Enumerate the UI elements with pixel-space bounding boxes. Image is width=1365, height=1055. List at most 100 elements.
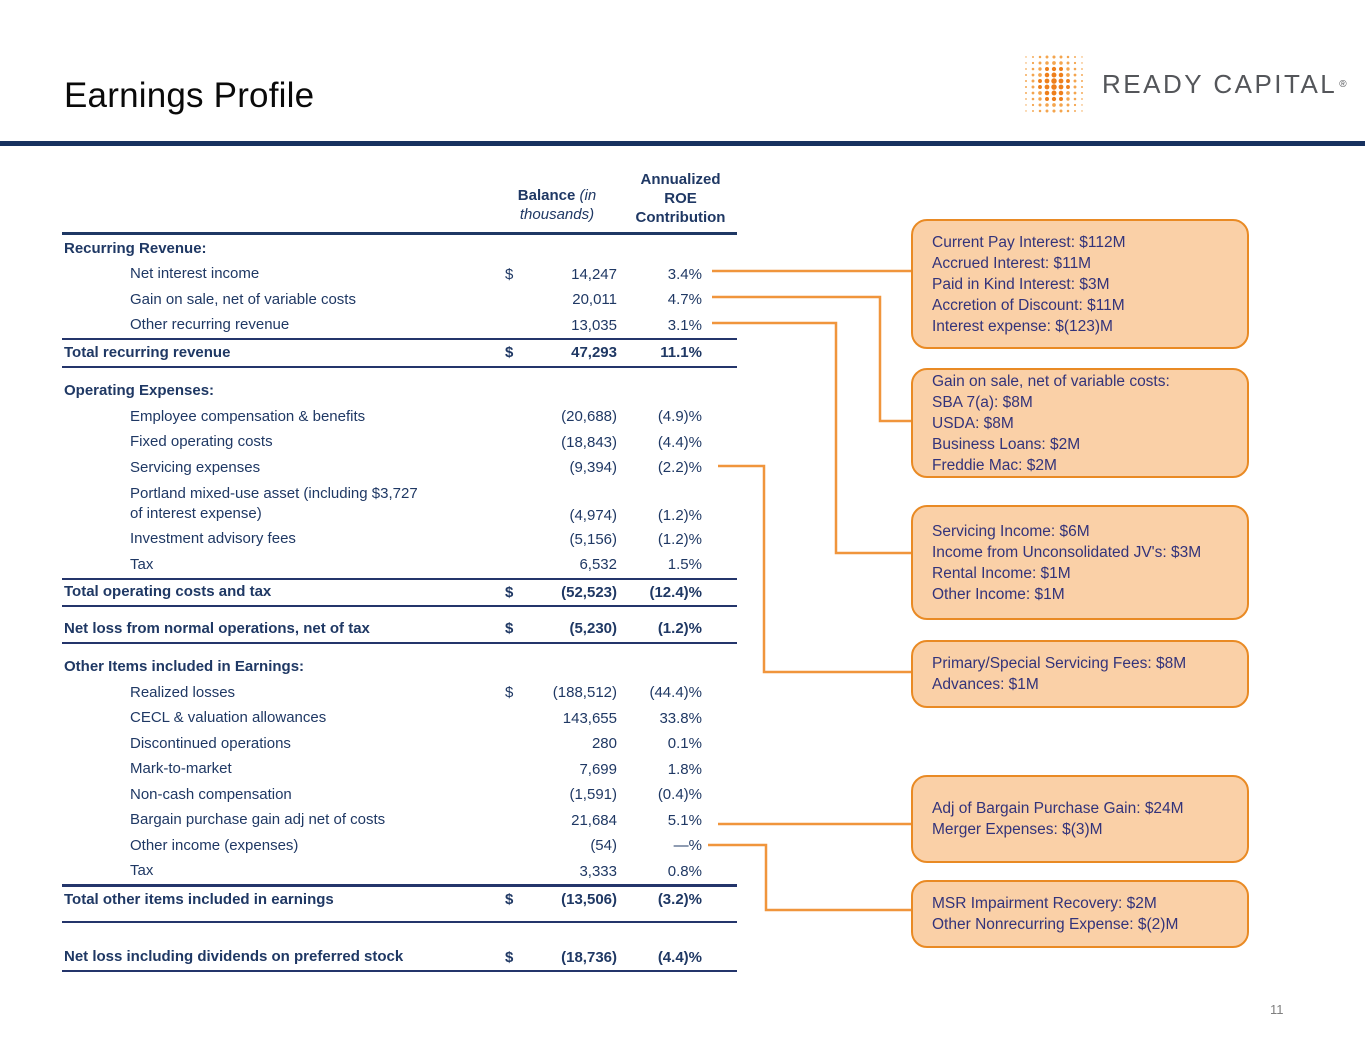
table-row: Total other items included in earnings $ (… xyxy=(62,887,737,913)
row-balance-value: (20,688) xyxy=(561,408,617,426)
row-balance-value: (18,843) xyxy=(561,433,617,451)
row-label: Employee compensation & benefits xyxy=(130,407,366,425)
ready-capital-logo: READY CAPITAL ® xyxy=(1020,52,1347,116)
row-balance-value: (52,523) xyxy=(561,583,617,601)
callout-other-recurring-detail: Servicing Income: $6M Income from Unconso… xyxy=(911,505,1249,620)
row-balance-value: 13,035 xyxy=(571,316,617,334)
row-label: Gain on sale, net of variable costs xyxy=(130,290,356,308)
row-balance-value: 47,293 xyxy=(571,344,617,362)
table-rule xyxy=(62,641,737,644)
row-label: Non-cash compensation xyxy=(130,785,292,803)
row-balance-value: (9,394) xyxy=(569,459,617,477)
row-roe-value: 4.7% xyxy=(667,291,702,309)
table-spacer xyxy=(62,923,737,945)
row-label: Other recurring revenue xyxy=(130,316,290,334)
row-roe-value: (4.9)% xyxy=(657,408,702,426)
row-balance-value: 3,333 xyxy=(579,862,617,880)
table-row: Discontinued operations 280 0.1% xyxy=(62,731,737,757)
callout-other-income-detail: MSR Impairment Recovery: $2M Other Nonrec… xyxy=(911,880,1249,948)
row-roe-value: (1.2)% xyxy=(657,530,702,548)
row-balance-value: (13,506) xyxy=(561,891,617,909)
row-label: Net interest income xyxy=(130,265,260,283)
table-spacer xyxy=(62,368,737,379)
table-row: Investment advisory fees (5,156) (1.2)% xyxy=(62,527,737,553)
row-label: Other income (expenses) xyxy=(130,836,299,854)
row-label: CECL & valuation allowances xyxy=(130,709,327,727)
row-roe-value: (4.4)% xyxy=(657,948,702,966)
callout-line: Freddie Mac: $2M xyxy=(932,456,1057,474)
row-roe-value: 1.8% xyxy=(667,760,702,778)
row-balance-value: 7,699 xyxy=(579,760,617,778)
row-label: Operating Expenses: xyxy=(64,382,215,400)
row-label: Tax xyxy=(130,555,154,573)
table-spacer xyxy=(62,913,737,921)
table-row: Other recurring revenue 13,035 3.1% xyxy=(62,313,737,339)
row-roe-value: (1.2)% xyxy=(657,620,702,638)
row-dollar-sign: $ xyxy=(505,891,514,909)
table-rule xyxy=(62,338,737,340)
table-row: Other income (expenses) (54) —% xyxy=(62,833,737,859)
row-balance-value: 14,247 xyxy=(571,265,617,283)
table-row: Non-cash compensation (1,591) (0.4)% xyxy=(62,782,737,808)
callout-line: Advances: $1M xyxy=(932,676,1039,693)
table-spacer xyxy=(62,607,737,616)
row-balance-value: (5,156) xyxy=(569,530,617,548)
callout-line: Primary/Special Servicing Fees: $8M xyxy=(932,655,1187,672)
callout-line: Rental Income: $1M xyxy=(932,564,1071,582)
callout-line: Gain on sale, net of variable costs: xyxy=(932,372,1170,390)
callout-line: MSR Impairment Recovery: $2M xyxy=(932,895,1157,912)
table-row: Total recurring revenue $47,293 11.1% xyxy=(62,340,737,366)
table-rule xyxy=(62,970,737,972)
row-roe-value: 0.1% xyxy=(667,735,702,753)
row-label: Investment advisory fees xyxy=(130,530,296,548)
row-roe-value: 0.8% xyxy=(667,862,702,880)
table-row: Net loss including dividends on preferre… xyxy=(62,945,737,971)
row-label: Discontinued operations xyxy=(130,734,291,752)
row-balance-value: 21,684 xyxy=(571,811,617,829)
callout-line: Merger Expenses: $(3)M xyxy=(932,821,1103,838)
row-roe-value: (2.2)% xyxy=(657,459,702,477)
table-row: Employee compensation & benefits (20,688)… xyxy=(62,404,737,430)
row-label: Servicing expenses xyxy=(130,458,261,476)
callout-interest-detail: Current Pay Interest: $112M Accrued Inter… xyxy=(911,219,1249,349)
table-rule xyxy=(62,605,737,607)
row-roe-value: (1.2)% xyxy=(657,506,702,524)
row-roe-value: 11.1% xyxy=(660,344,702,362)
table-header: Balance (in thousands) Annualized ROE Co… xyxy=(62,163,737,235)
row-roe-value: (4.4)% xyxy=(657,433,702,451)
row-label: Total operating costs and tax xyxy=(64,583,272,601)
table-row: Tax 6,532 1.5% xyxy=(62,552,737,578)
callout-line: Business Loans: $2M xyxy=(932,435,1081,453)
table-row: Portland mixed-use asset (including $3,7… xyxy=(62,481,737,527)
row-balance-value: 6,532 xyxy=(579,556,617,574)
table-rule xyxy=(62,884,737,887)
callout-line: Accrued Interest: $11M xyxy=(932,254,1092,272)
row-dollar-sign: $ xyxy=(505,344,514,362)
ready-capital-logo-icon xyxy=(1025,55,1083,113)
row-label: Recurring Revenue: xyxy=(64,239,207,257)
row-roe-value: 33.8% xyxy=(659,709,702,727)
column-header-roe: Annualized ROE Contribution xyxy=(635,171,726,226)
table-row: Tax 3,333 0.8% xyxy=(62,859,737,885)
table-row: Net loss from normal operations, net of … xyxy=(62,616,737,642)
row-label: Mark-to-market xyxy=(130,760,232,778)
row-balance-value: (18,736) xyxy=(561,948,617,966)
row-dollar-sign: $ xyxy=(505,684,514,702)
row-roe-value: 5.1% xyxy=(667,811,702,829)
row-label: Portland mixed-use asset (including $3,7… xyxy=(130,484,418,522)
row-label: Other Items included in Earnings: xyxy=(64,658,305,676)
table-row: Recurring Revenue: xyxy=(62,236,737,262)
callout-line: Accretion of Discount: $11M xyxy=(932,296,1125,314)
row-roe-value: (12.4)% xyxy=(649,583,702,601)
column-header-balance: Balance (in thousands) xyxy=(517,187,597,223)
row-balance-value: (188,512) xyxy=(552,684,617,702)
row-roe-value: 3.1% xyxy=(667,316,702,334)
row-dollar-sign: $ xyxy=(505,265,514,283)
row-roe-value: (44.4)% xyxy=(649,684,702,702)
page-title: Earnings Profile xyxy=(64,76,315,115)
table-row: Bargain purchase gain adj net of costs 21… xyxy=(62,808,737,834)
callout-line: SBA 7(a): $8M xyxy=(932,393,1033,411)
row-balance-value: (54) xyxy=(590,837,617,855)
row-roe-value: (0.4)% xyxy=(657,786,702,804)
